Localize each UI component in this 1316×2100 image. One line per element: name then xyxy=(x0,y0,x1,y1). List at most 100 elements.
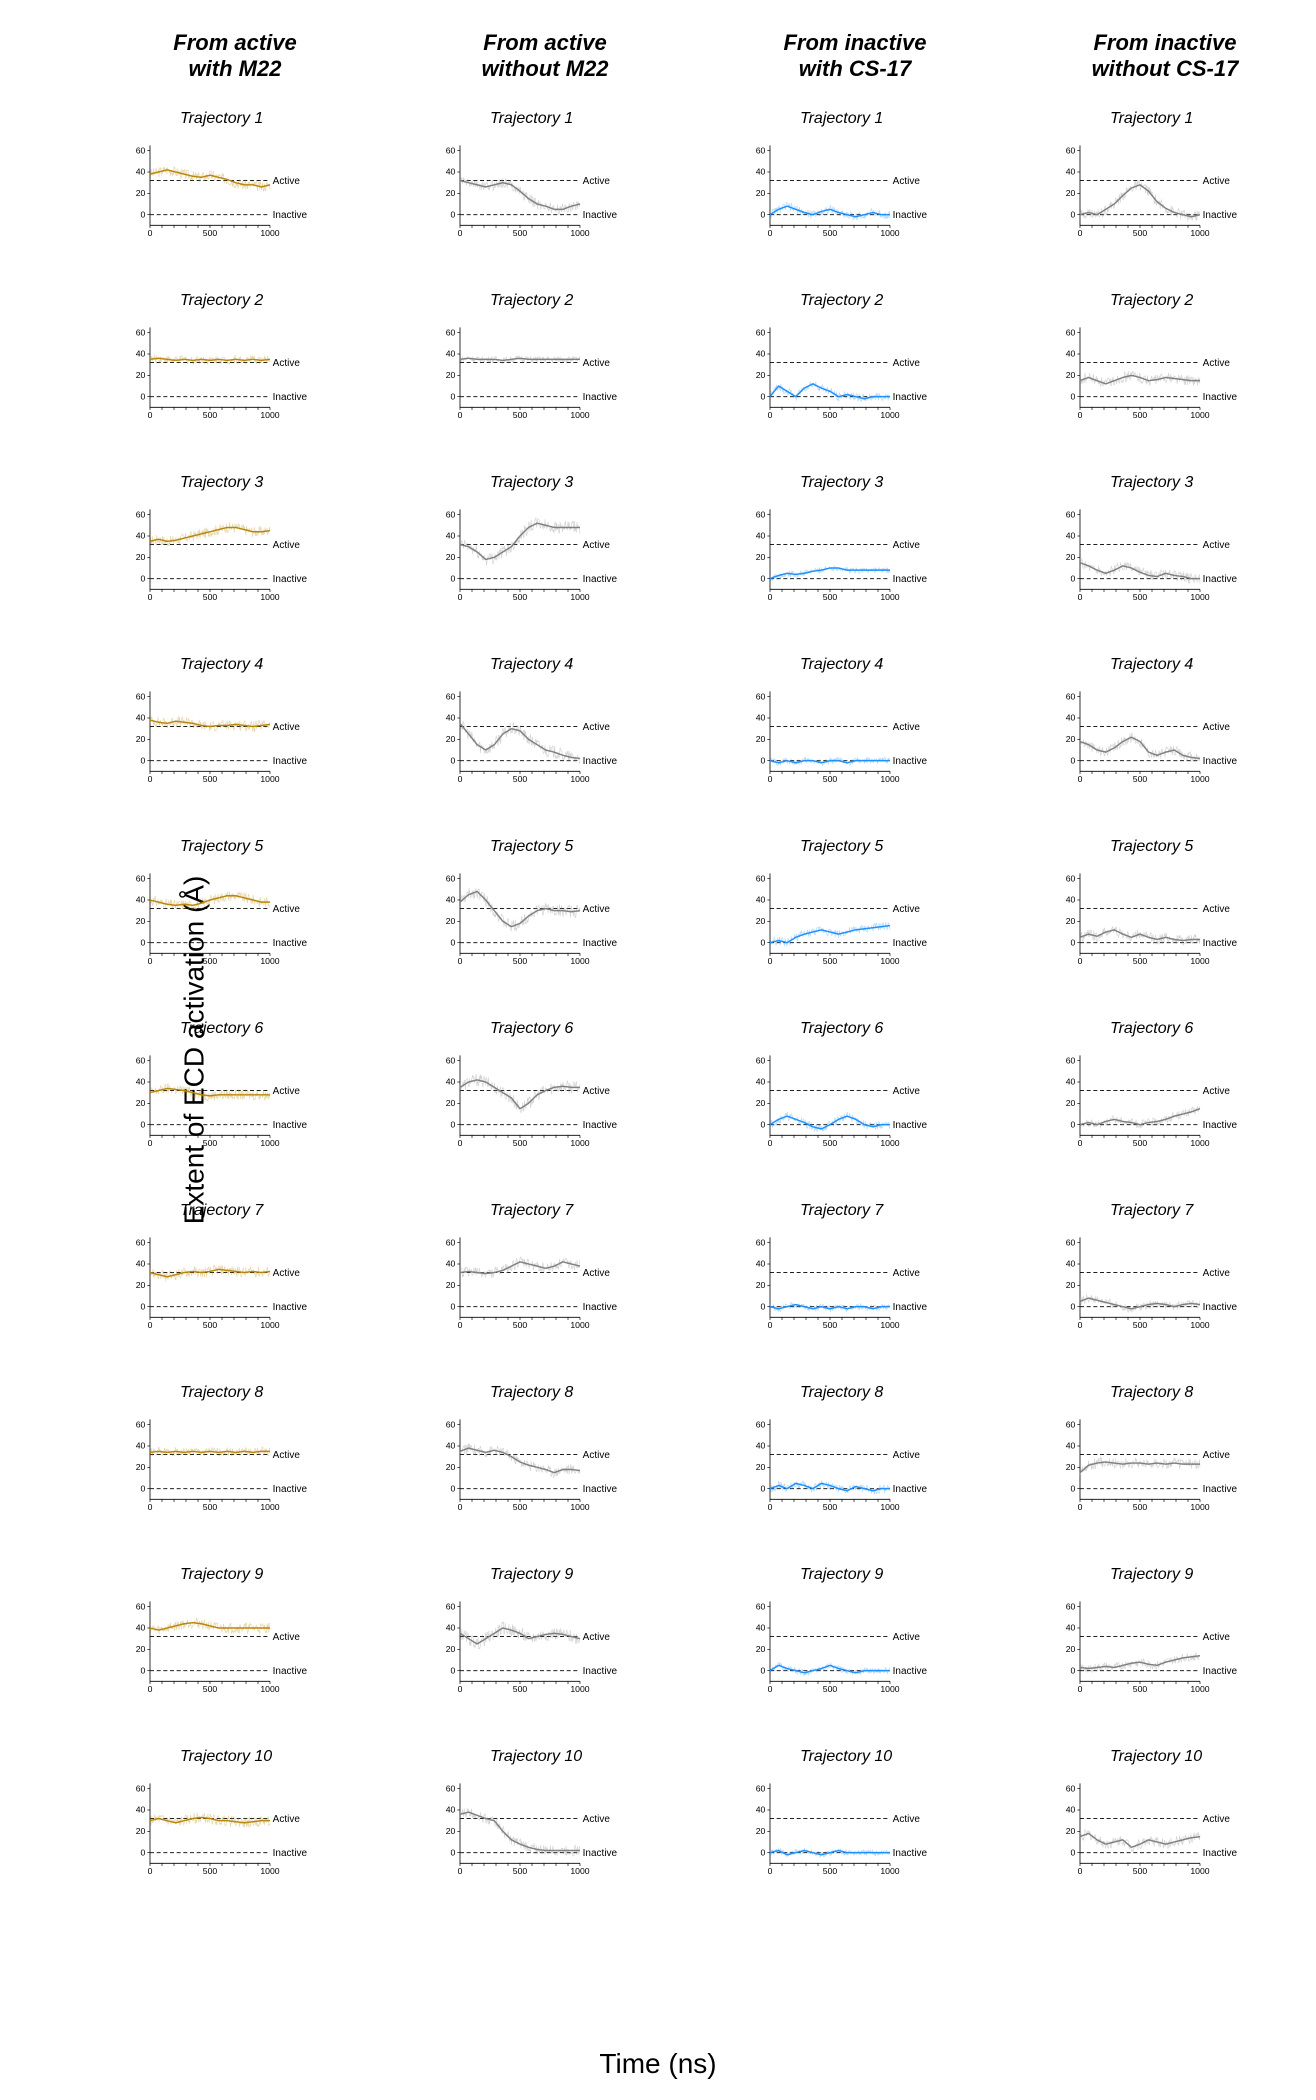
svg-text:Inactive: Inactive xyxy=(583,1120,618,1131)
svg-text:Inactive: Inactive xyxy=(273,938,308,949)
trajectory-label: Trajectory 6 xyxy=(180,1020,263,1038)
svg-text:1000: 1000 xyxy=(1190,592,1209,602)
svg-text:40: 40 xyxy=(136,895,146,905)
svg-text:Inactive: Inactive xyxy=(1203,210,1238,221)
svg-text:500: 500 xyxy=(823,1320,838,1330)
trajectory-label: Trajectory 8 xyxy=(800,1384,883,1402)
svg-text:1000: 1000 xyxy=(570,1502,589,1512)
svg-text:0: 0 xyxy=(1071,391,1076,401)
svg-text:0: 0 xyxy=(1071,755,1076,765)
svg-text:40: 40 xyxy=(446,1805,456,1815)
chart-column: From activewithout M22Trajectory 1Inacti… xyxy=(410,30,680,1930)
svg-text:Active: Active xyxy=(273,540,301,551)
svg-text:60: 60 xyxy=(1066,1237,1076,1247)
svg-text:60: 60 xyxy=(1066,1601,1076,1611)
svg-text:1000: 1000 xyxy=(260,228,279,238)
svg-text:500: 500 xyxy=(203,1320,218,1330)
svg-text:500: 500 xyxy=(1133,1866,1148,1876)
svg-text:0: 0 xyxy=(148,1320,153,1330)
svg-text:500: 500 xyxy=(823,774,838,784)
chart-panel: Trajectory 4InactiveActive02040600500100… xyxy=(720,656,990,834)
svg-text:40: 40 xyxy=(446,1259,456,1269)
svg-text:Active: Active xyxy=(893,176,921,187)
svg-text:Active: Active xyxy=(273,904,301,915)
trajectory-label: Trajectory 10 xyxy=(490,1748,582,1766)
svg-text:1000: 1000 xyxy=(880,410,899,420)
svg-text:500: 500 xyxy=(823,1866,838,1876)
svg-text:40: 40 xyxy=(136,1259,146,1269)
line-chart: InactiveActive020406005001000 xyxy=(440,860,620,980)
svg-text:Inactive: Inactive xyxy=(583,1666,618,1677)
svg-text:Active: Active xyxy=(273,1450,301,1461)
svg-text:20: 20 xyxy=(756,1462,766,1472)
x-axis-label: Time (ns) xyxy=(599,2048,716,2080)
line-chart: InactiveActive020406005001000 xyxy=(130,496,310,616)
svg-text:20: 20 xyxy=(446,1462,456,1472)
svg-text:Active: Active xyxy=(583,176,611,187)
svg-text:0: 0 xyxy=(148,1138,153,1148)
svg-text:500: 500 xyxy=(1133,956,1148,966)
svg-text:40: 40 xyxy=(1066,1623,1076,1633)
svg-text:Inactive: Inactive xyxy=(1203,392,1238,403)
svg-text:40: 40 xyxy=(756,1441,766,1451)
svg-text:40: 40 xyxy=(756,1805,766,1815)
svg-text:60: 60 xyxy=(756,873,766,883)
svg-text:40: 40 xyxy=(756,1259,766,1269)
svg-text:1000: 1000 xyxy=(260,1320,279,1330)
line-chart: InactiveActive020406005001000 xyxy=(1060,1042,1240,1162)
svg-text:Inactive: Inactive xyxy=(893,756,928,767)
chart-panel: Trajectory 7InactiveActive02040600500100… xyxy=(720,1202,990,1380)
svg-text:40: 40 xyxy=(446,531,456,541)
svg-text:1000: 1000 xyxy=(1190,228,1209,238)
svg-text:1000: 1000 xyxy=(260,1138,279,1148)
svg-text:Inactive: Inactive xyxy=(273,392,308,403)
trajectory-label: Trajectory 5 xyxy=(800,838,883,856)
svg-text:Inactive: Inactive xyxy=(273,1302,308,1313)
svg-text:1000: 1000 xyxy=(570,1684,589,1694)
svg-text:0: 0 xyxy=(141,1665,146,1675)
trajectory-label: Trajectory 8 xyxy=(1110,1384,1193,1402)
svg-text:0: 0 xyxy=(141,1301,146,1311)
svg-text:1000: 1000 xyxy=(1190,1320,1209,1330)
svg-text:20: 20 xyxy=(1066,552,1076,562)
svg-text:Active: Active xyxy=(1203,1450,1231,1461)
line-chart: InactiveActive020406005001000 xyxy=(750,678,930,798)
svg-text:0: 0 xyxy=(458,1866,463,1876)
svg-text:Active: Active xyxy=(583,1268,611,1279)
trajectory-label: Trajectory 1 xyxy=(180,110,263,128)
svg-text:0: 0 xyxy=(761,391,766,401)
svg-text:500: 500 xyxy=(203,592,218,602)
line-chart: InactiveActive020406005001000 xyxy=(1060,1224,1240,1344)
svg-text:1000: 1000 xyxy=(880,1866,899,1876)
svg-text:1000: 1000 xyxy=(570,1866,589,1876)
svg-text:0: 0 xyxy=(458,1502,463,1512)
column-header: From activewithout M22 xyxy=(410,30,680,85)
svg-text:1000: 1000 xyxy=(1190,1502,1209,1512)
svg-text:60: 60 xyxy=(136,1237,146,1247)
svg-text:60: 60 xyxy=(136,1601,146,1611)
line-chart: InactiveActive020406005001000 xyxy=(130,1406,310,1526)
svg-text:60: 60 xyxy=(1066,873,1076,883)
svg-text:0: 0 xyxy=(1078,956,1083,966)
chart-panel: Trajectory 5InactiveActive02040600500100… xyxy=(410,838,680,1016)
svg-text:0: 0 xyxy=(768,956,773,966)
svg-text:20: 20 xyxy=(136,1644,146,1654)
svg-text:20: 20 xyxy=(136,916,146,926)
svg-text:0: 0 xyxy=(451,1483,456,1493)
svg-text:Inactive: Inactive xyxy=(1203,1302,1238,1313)
trajectory-label: Trajectory 1 xyxy=(800,110,883,128)
svg-text:0: 0 xyxy=(761,1119,766,1129)
svg-text:Inactive: Inactive xyxy=(1203,938,1238,949)
chart-column: From inactivewith CS-17Trajectory 1Inact… xyxy=(720,30,990,1930)
line-chart: InactiveActive020406005001000 xyxy=(1060,496,1240,616)
svg-text:40: 40 xyxy=(1066,713,1076,723)
svg-text:Active: Active xyxy=(1203,1086,1231,1097)
line-chart: InactiveActive020406005001000 xyxy=(750,496,930,616)
trajectory-label: Trajectory 8 xyxy=(180,1384,263,1402)
svg-text:500: 500 xyxy=(203,228,218,238)
svg-text:40: 40 xyxy=(136,713,146,723)
chart-panel: Trajectory 9InactiveActive02040600500100… xyxy=(410,1566,680,1744)
svg-text:0: 0 xyxy=(141,209,146,219)
chart-panel: Trajectory 2InactiveActive02040600500100… xyxy=(100,292,370,470)
svg-text:60: 60 xyxy=(756,327,766,337)
